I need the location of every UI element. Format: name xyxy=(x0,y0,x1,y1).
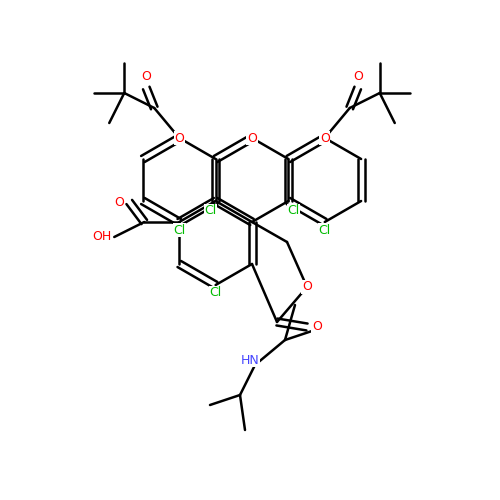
Text: Cl: Cl xyxy=(173,224,186,236)
Text: Cl: Cl xyxy=(287,204,300,218)
Text: O: O xyxy=(247,132,257,144)
Text: Cl: Cl xyxy=(318,224,331,236)
Text: O: O xyxy=(142,70,151,82)
Text: O: O xyxy=(320,132,330,144)
Text: Cl: Cl xyxy=(210,286,222,300)
Text: O: O xyxy=(114,196,124,208)
Text: O: O xyxy=(302,280,312,293)
Text: O: O xyxy=(353,70,362,82)
Text: OH: OH xyxy=(92,230,112,243)
Text: O: O xyxy=(312,320,322,334)
Text: Cl: Cl xyxy=(204,204,217,218)
Text: O: O xyxy=(174,132,184,144)
Text: HN: HN xyxy=(240,354,260,366)
